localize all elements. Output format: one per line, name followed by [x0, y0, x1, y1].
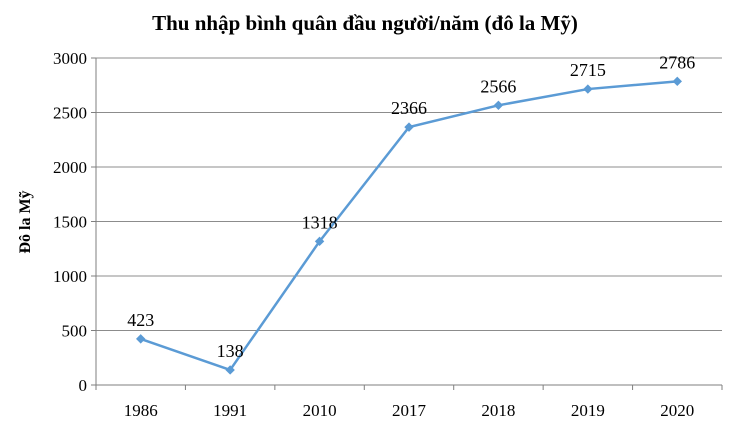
data-point-marker: [672, 76, 682, 87]
x-tick-label: 2019: [571, 401, 605, 420]
data-label: 138: [217, 341, 244, 361]
data-label: 423: [127, 310, 154, 330]
data-label: 2566: [480, 76, 516, 96]
data-label: 2715: [570, 60, 606, 80]
series-line-group: [136, 76, 682, 375]
data-label: 1318: [302, 212, 338, 232]
x-tick-label: 1991: [213, 401, 247, 420]
data-label: 2366: [391, 98, 427, 118]
chart-title: Thu nhập bình quân đầu người/năm (đô la …: [152, 11, 578, 35]
y-tick-label: 3000: [53, 49, 87, 68]
y-tick-label: 2000: [53, 158, 87, 177]
y-tick-label: 2500: [53, 104, 87, 123]
x-tick-label: 1986: [124, 401, 158, 420]
data-labels: 423 138 1318 2366 2566 2715 2786: [127, 52, 695, 361]
data-point-marker: [225, 365, 235, 375]
data-point-marker: [493, 100, 504, 111]
y-tick-label: 1000: [53, 267, 87, 286]
data-label: 2786: [659, 52, 695, 72]
data-point-marker: [314, 236, 325, 247]
y-tick-label: 0: [79, 376, 88, 395]
x-tick-label: 2020: [660, 401, 694, 420]
y-tick-label: 1500: [53, 213, 87, 232]
x-tick-label: 2017: [392, 401, 427, 420]
data-point-marker: [136, 334, 146, 344]
y-axis-label: Đô la Mỹ: [17, 190, 34, 253]
data-point-marker: [404, 122, 414, 132]
x-tick-label: 2018: [481, 401, 515, 420]
x-tick-labels: 1986 1991 2010 2017 2018 2019 2020: [124, 401, 695, 420]
gridlines: [96, 57, 722, 331]
axes: [91, 57, 723, 390]
y-tick-label: 500: [62, 322, 88, 341]
data-point-marker: [583, 84, 593, 94]
y-tick-labels: 0 500 1000 1500 2000 2500 3000: [53, 49, 87, 395]
x-tick-label: 2010: [303, 401, 337, 420]
